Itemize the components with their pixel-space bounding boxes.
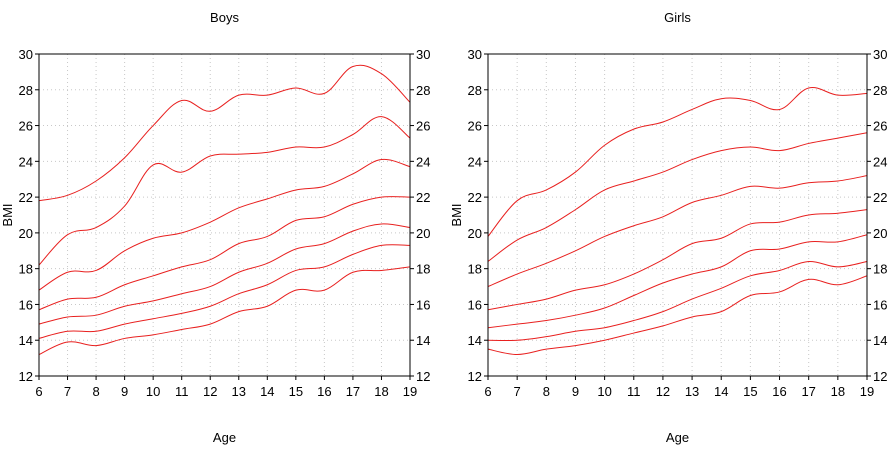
- boys-percentile-curve-6: [39, 116, 410, 266]
- boys-plot-frame: [38, 53, 411, 377]
- boys-y-tick-label-left: 22: [19, 190, 33, 205]
- boys-y-tick-label-right: 18: [416, 262, 430, 277]
- girls-y-tick-label-right: 18: [873, 262, 887, 277]
- girls-x-tick-label: 18: [831, 384, 845, 399]
- boys-y-tick-label-right: 22: [416, 190, 430, 205]
- girls-y-tick-label-left: 16: [468, 297, 482, 312]
- boys-y-tick-label-right: 24: [416, 154, 430, 169]
- boys-y-tick-label-left: 28: [19, 83, 33, 98]
- boys-y-tick-label-left: 30: [19, 47, 33, 62]
- boys-percentile-curve-2: [39, 244, 410, 339]
- boys-percentile-curve-3: [39, 223, 410, 325]
- girls-x-tick-label: 17: [801, 384, 815, 399]
- girls-y-tick-label-right: 24: [873, 154, 887, 169]
- girls-y-tick-label-right: 20: [873, 226, 887, 241]
- girls-chart-title: Girls: [664, 10, 691, 25]
- girls-x-tick-label: 19: [860, 384, 874, 399]
- boys-x-tick-label: 7: [64, 384, 71, 399]
- girls-x-tick-label: 13: [685, 384, 699, 399]
- girls-x-tick-label: 10: [597, 384, 611, 399]
- girls-percentile-curve-5: [488, 175, 867, 288]
- girls-y-tick-label-left: 14: [468, 333, 482, 348]
- girls-percentile-curve-2: [488, 261, 867, 342]
- girls-x-tick-label: 7: [514, 384, 521, 399]
- girls-percentile-curve-4: [488, 209, 867, 311]
- boys-x-tick-label: 16: [317, 384, 331, 399]
- girls-x-tick-label: 16: [772, 384, 786, 399]
- boys-y-tick-label-left: 14: [19, 333, 33, 348]
- boys-chart-title: Boys: [210, 10, 239, 25]
- boys-x-tick-label: 8: [92, 384, 99, 399]
- girls-y-tick-label-left: 22: [468, 190, 482, 205]
- girls-x-tick-label: 9: [572, 384, 579, 399]
- girls-plot-frame: [487, 53, 868, 377]
- boys-x-tick-label: 13: [232, 384, 246, 399]
- boys-y-tick-label-right: 28: [416, 83, 430, 98]
- boys-x-tick-label: 17: [346, 384, 360, 399]
- boys-x-axis-label: Age: [213, 430, 236, 445]
- boys-y-tick-label-left: 24: [19, 154, 33, 169]
- girls-percentile-curve-1: [488, 275, 867, 356]
- girls-y-tick-label-left: 18: [468, 262, 482, 277]
- boys-y-tick-label-left: 12: [19, 369, 33, 384]
- boys-percentile-curve-5: [39, 158, 410, 291]
- boys-y-axis-label: BMI: [0, 203, 15, 226]
- boys-x-tick-label: 19: [403, 384, 417, 399]
- boys-y-tick-label-left: 20: [19, 226, 33, 241]
- girls-x-tick-label: 14: [714, 384, 728, 399]
- girls-percentile-curve-3: [488, 234, 867, 329]
- boys-y-tick-label-right: 20: [416, 226, 430, 241]
- girls-y-tick-label-left: 20: [468, 226, 482, 241]
- girls-y-tick-label-left: 30: [468, 47, 482, 62]
- boys-x-tick-label: 9: [121, 384, 128, 399]
- boys-percentile-curve-1: [39, 266, 410, 355]
- boys-percentile-curve-7: [39, 64, 410, 202]
- girls-x-tick-label: 15: [743, 384, 757, 399]
- boys-y-tick-label-left: 16: [19, 297, 33, 312]
- girls-y-tick-label-left: 12: [468, 369, 482, 384]
- girls-x-tick-label: 11: [627, 384, 641, 399]
- boys-x-tick-label: 6: [35, 384, 42, 399]
- girls-y-tick-label-right: 26: [873, 119, 887, 134]
- boys-y-tick-label-left: 18: [19, 262, 33, 277]
- boys-y-tick-label-right: 26: [416, 119, 430, 134]
- girls-y-tick-label-right: 16: [873, 297, 887, 312]
- boys-x-tick-label: 11: [175, 384, 189, 399]
- girls-y-tick-label-right: 12: [873, 369, 887, 384]
- girls-x-tick-label: 12: [656, 384, 670, 399]
- girls-y-axis-label: BMI: [449, 203, 464, 226]
- girls-percentile-curve-7: [488, 87, 867, 237]
- girls-y-tick-label-right: 14: [873, 333, 887, 348]
- boys-y-tick-label-left: 26: [19, 119, 33, 134]
- boys-x-tick-label: 14: [260, 384, 274, 399]
- boys-x-tick-label: 10: [146, 384, 160, 399]
- boys-y-tick-label-right: 14: [416, 333, 430, 348]
- girls-x-axis-label: Age: [666, 430, 689, 445]
- girls-y-tick-label-right: 22: [873, 190, 887, 205]
- boys-percentile-curve-4: [39, 196, 410, 311]
- girls-y-tick-label-left: 26: [468, 119, 482, 134]
- boys-y-tick-label-right: 12: [416, 369, 430, 384]
- boys-x-tick-label: 18: [374, 384, 388, 399]
- boys-x-tick-label: 15: [289, 384, 303, 399]
- girls-y-tick-label-right: 30: [873, 47, 887, 62]
- boys-y-tick-label-right: 16: [416, 297, 430, 312]
- girls-x-tick-label: 6: [484, 384, 491, 399]
- girls-y-tick-label-right: 28: [873, 83, 887, 98]
- girls-y-tick-label-left: 28: [468, 83, 482, 98]
- girls-x-tick-label: 8: [543, 384, 550, 399]
- girls-y-tick-label-left: 24: [468, 154, 482, 169]
- girls-percentile-curve-6: [488, 132, 867, 262]
- boys-x-tick-label: 12: [203, 384, 217, 399]
- boys-y-tick-label-right: 30: [416, 47, 430, 62]
